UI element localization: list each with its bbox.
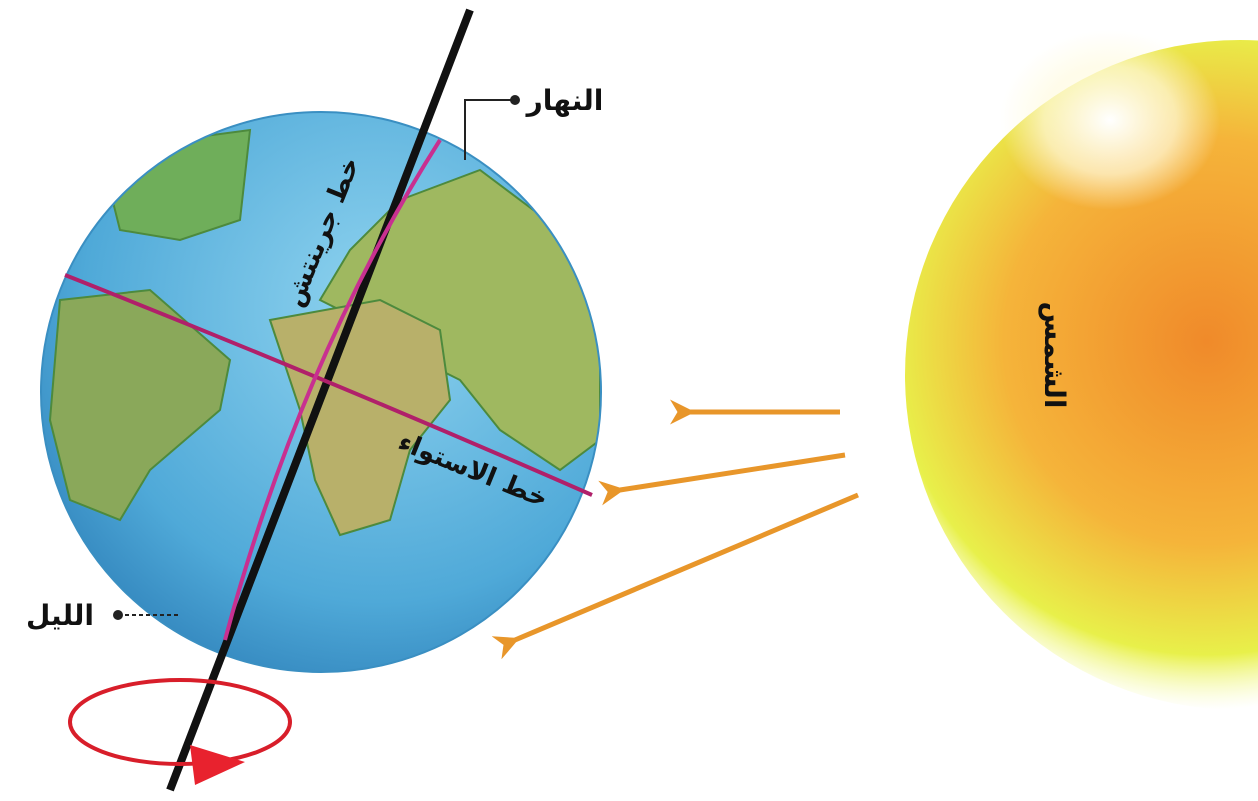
sun-rays [491,399,859,660]
equator-line [64,273,593,497]
label-pointers [113,95,520,620]
greenwich-line [223,138,442,641]
day-label: النهار [525,84,604,117]
sun [905,30,1258,710]
rotation-axis [166,8,474,792]
rotation-arrow [68,678,292,785]
sun-label: الشمس [1038,302,1071,409]
night-label: الليل [26,599,94,632]
